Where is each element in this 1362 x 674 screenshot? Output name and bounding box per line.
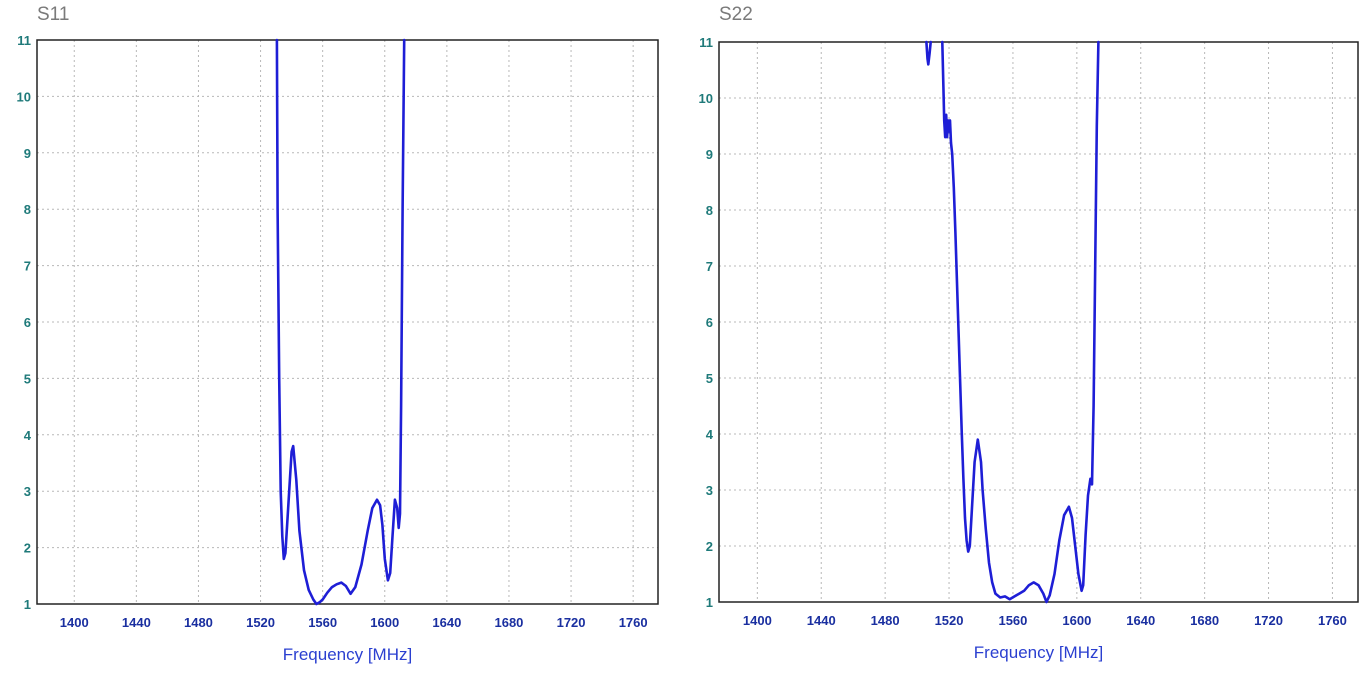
- y-tick-label: 4: [706, 427, 714, 442]
- x-tick-label: 1600: [370, 615, 399, 630]
- y-tick-label: 5: [24, 371, 31, 386]
- y-tick-label: 10: [17, 89, 31, 104]
- y-tick-label: 11: [17, 33, 31, 48]
- x-tick-label: 1440: [122, 615, 151, 630]
- x-tick-label: 1520: [246, 615, 275, 630]
- x-tick-label: 1560: [998, 613, 1027, 628]
- plot-frame: [36, 39, 659, 605]
- y-tick-label: 10: [699, 91, 713, 106]
- x-tick-label: 1680: [1190, 613, 1219, 628]
- x-tick-label: 1560: [308, 615, 337, 630]
- x-axis-label: Frequency [MHz]: [974, 643, 1103, 662]
- chart-svg-s11: 1 2 3 4 5 6 7 8 9 10 11 1400 1440 1480 1520 1560 1600 164…: [17, 33, 659, 664]
- x-tick-label: 1600: [1062, 613, 1091, 628]
- x-tick-label: 1640: [1126, 613, 1155, 628]
- x-tick-label: 1400: [60, 615, 89, 630]
- x-tick-label: 1400: [743, 613, 772, 628]
- y-tick-label: 8: [706, 203, 713, 218]
- y-tick-label: 9: [706, 147, 713, 162]
- x-tick-label: 1480: [184, 615, 213, 630]
- y-tick-label: 9: [24, 146, 31, 161]
- y-tick-label: 6: [706, 315, 713, 330]
- x-axis-label: Frequency [MHz]: [283, 645, 412, 664]
- y-tick-label: 1: [706, 595, 713, 610]
- y-tick-label: 3: [24, 484, 31, 499]
- y-tick-label: 8: [24, 202, 31, 217]
- x-tick-label: 1760: [619, 615, 648, 630]
- y-tick-label: 6: [24, 315, 31, 330]
- y-tick-label: 7: [24, 259, 31, 274]
- x-tick-label: 1480: [871, 613, 900, 628]
- x-tick-label: 1760: [1318, 613, 1347, 628]
- chart-title: S11: [37, 4, 70, 25]
- series-line: [940, 40, 1100, 604]
- x-tick-label: 1440: [807, 613, 836, 628]
- y-tick-label: 4: [24, 428, 32, 443]
- x-tick-label: 1680: [494, 615, 523, 630]
- chart-panel-s11: S11 1 2 3 4 5 6 7 8 9 10 11 1400 1440 1480 1520 1560 160…: [0, 0, 680, 674]
- x-tick-label: 1520: [935, 613, 964, 628]
- chart-svg-s22: 1 2 3 4 5 6 7 8 9 10 11 1400 1440 1480 1520 1560 1600 164…: [699, 35, 1359, 662]
- y-tick-label: 2: [24, 541, 31, 556]
- chart-title: S22: [719, 4, 753, 25]
- y-tick-label: 7: [706, 259, 713, 274]
- y-tick-label: 3: [706, 483, 713, 498]
- x-tick-label: 1640: [432, 615, 461, 630]
- x-tick-label: 1720: [557, 615, 586, 630]
- y-tick-label: 5: [706, 371, 713, 386]
- series-line: [275, 38, 406, 606]
- plot-frame: [718, 41, 1359, 603]
- y-tick-label: 1: [24, 597, 31, 612]
- y-tick-label: 2: [706, 539, 713, 554]
- y-tick-label: 11: [699, 35, 713, 50]
- chart-panel-s22: S22 1 2 3 4 5 6 7 8 9 10 11 1400 1440 1480 1520 1560 160…: [682, 0, 1362, 674]
- series-line: [925, 40, 932, 66]
- x-tick-label: 1720: [1254, 613, 1283, 628]
